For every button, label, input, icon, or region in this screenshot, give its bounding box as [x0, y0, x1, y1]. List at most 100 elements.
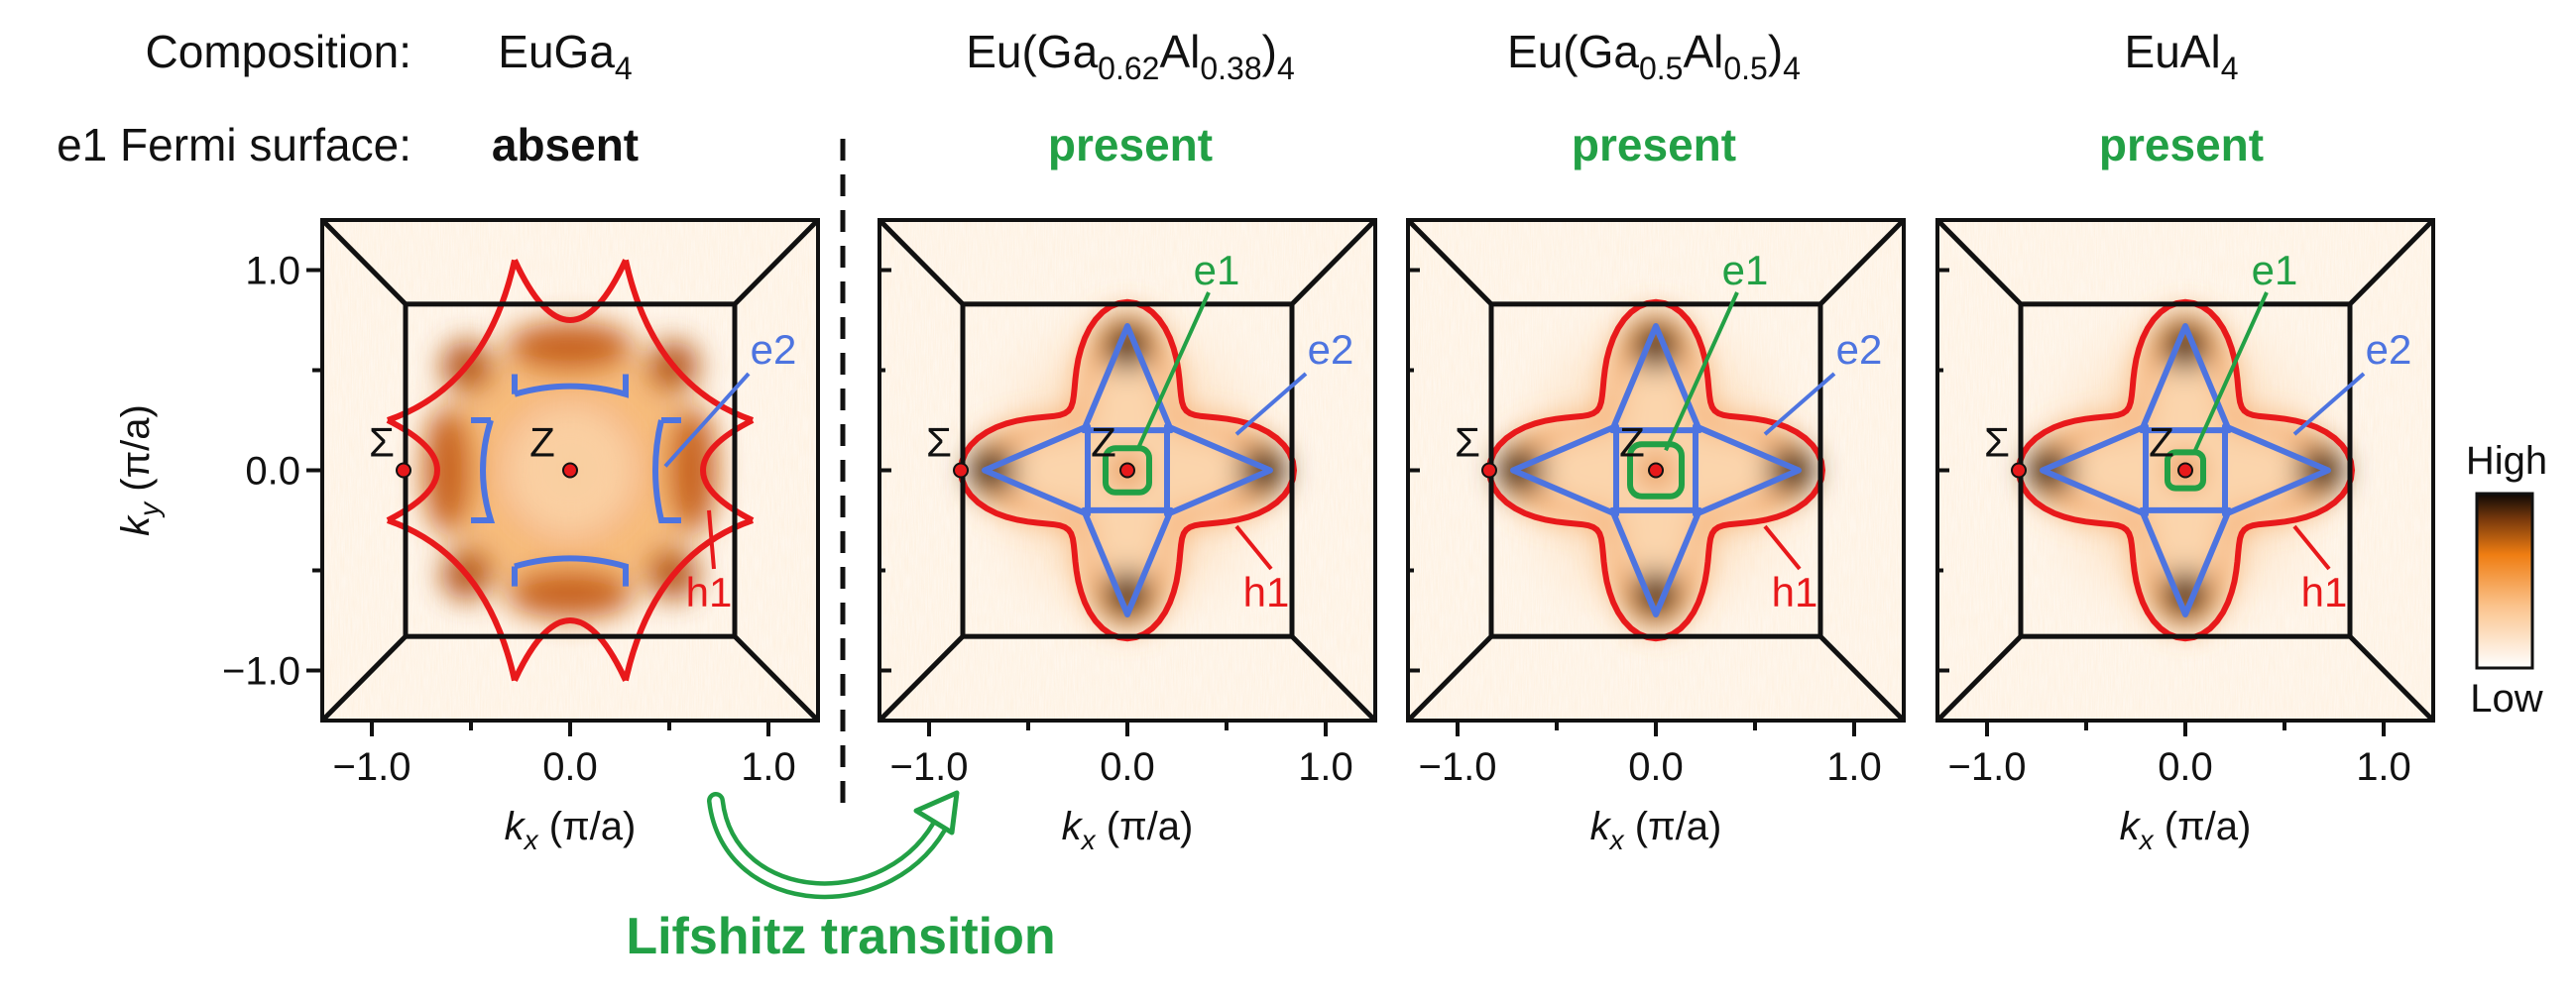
e2-contour: [2040, 323, 2331, 617]
composition-row-label: Composition:: [146, 26, 411, 77]
z-point: [1648, 462, 1664, 479]
sigma-label: Σ: [369, 419, 395, 466]
composition-formula-3: Eu(Ga0.5​Al0.5​)4​: [1507, 26, 1801, 86]
e2-label: e2: [1836, 326, 1883, 373]
x-tick-label: 0.0: [1100, 745, 1155, 789]
fermi-row-label: e1 Fermi surface:: [57, 119, 411, 170]
h1-contour: [386, 259, 755, 682]
lifshitz-arrowhead: [913, 790, 960, 836]
x-axis-label: kx (π/a): [2120, 805, 2252, 855]
x-axis-label: kx (π/a): [1590, 805, 1722, 855]
x-tick-label: 0.0: [542, 745, 598, 789]
composition-formula-1: EuGa4​: [498, 26, 632, 86]
ticks: [1937, 268, 2386, 736]
colorbar: High Low: [2466, 439, 2547, 721]
colorbar-high-label: High: [2466, 439, 2547, 483]
fermi-status-2: present: [1048, 119, 1213, 170]
panels: −1.0 0.0 1.0 kx (π/a) −1.0 0.0 1.0 ky (π/a) Σ Ze2…: [114, 218, 2435, 855]
e2-pocket: [982, 423, 1092, 517]
h1-leader: [707, 509, 716, 570]
lifshitz-arrow-shaft-inner: [711, 796, 949, 895]
formula-text: Eu(Ga: [966, 26, 1098, 77]
e2-pocket: [1081, 506, 1174, 617]
panel-headers: EuGa4​ absent Eu(Ga0.62​Al0.38​)4​ present E…: [492, 26, 2264, 170]
fermi-status-3: present: [1572, 119, 1736, 170]
formula-subscript: 0.5: [1639, 51, 1683, 86]
composition-formula-4: EuAl4​: [2125, 26, 2239, 86]
panel-2: −1.0 0.0 1.0 kx (π/a) Σ Ze2 h1 e1: [878, 218, 1377, 855]
e1-leader: [2193, 291, 2269, 452]
z-label: Z: [2149, 419, 2174, 466]
fermi-status-4: present: [2099, 119, 2264, 170]
x-tick-label: −1.0: [890, 745, 969, 789]
x-axis-label: kx (π/a): [505, 805, 637, 855]
z-label: Z: [1619, 419, 1645, 466]
e2-label: e2: [2366, 326, 2412, 373]
e2-pocket: [2139, 506, 2232, 617]
x-tick-label: 1.0: [741, 745, 796, 789]
x-tick-label: −1.0: [1948, 745, 2027, 789]
e1-contour: [2165, 449, 2206, 492]
ticks: [306, 268, 770, 736]
e2-pocket: [1510, 423, 1620, 517]
e2-pocket: [1163, 423, 1273, 517]
e2-label: e2: [1308, 326, 1354, 373]
e2-pocket: [1609, 506, 1702, 617]
x-tick-label: −1.0: [1419, 745, 1497, 789]
h1-label: h1: [1772, 569, 1818, 615]
formula-text: EuAl: [2125, 26, 2221, 77]
colorbar-gradient: [2475, 492, 2534, 670]
e2-contour: [1510, 323, 1802, 617]
e2-label: e2: [751, 326, 797, 373]
h1-label: h1: [686, 569, 733, 615]
e1-label: e1: [1194, 247, 1240, 293]
x-axis-label: kx (π/a): [1062, 805, 1194, 855]
formula-subscript: 4: [615, 51, 633, 86]
e1-leader: [1135, 291, 1211, 452]
formula-subscript: 0.62: [1098, 51, 1159, 86]
e1-contour: [1103, 445, 1152, 496]
e2-pocket: [1692, 423, 1802, 517]
e2-leader: [2292, 372, 2366, 436]
z-point: [1119, 462, 1135, 479]
e2-pocket: [1081, 323, 1174, 434]
y-axis-label: ky (π/a): [114, 404, 165, 536]
h1-leader: [1234, 524, 1273, 571]
sigma-point: [396, 462, 411, 479]
sigma-point: [953, 462, 969, 479]
formula-subscript: 4: [1783, 51, 1801, 86]
e1-label: e1: [2252, 247, 2298, 293]
z-label: Z: [529, 419, 555, 466]
e2-leader: [663, 372, 751, 468]
lifshitz-arrow-shaft: [707, 792, 953, 900]
panel-3: −1.0 0.0 1.0 kx (π/a) Σ Ze2 h1 e1: [1406, 218, 1906, 855]
z-point: [2177, 462, 2193, 479]
formula-text: EuGa: [498, 26, 615, 77]
e2-pocket: [2040, 423, 2150, 517]
x-tick-label: 0.0: [2158, 745, 2213, 789]
e2-pocket: [2139, 323, 2232, 434]
z-point: [562, 462, 578, 479]
sigma-label: Σ: [926, 419, 952, 466]
formula-text: Al: [1683, 26, 1723, 77]
formula-subscript: 0.38: [1200, 51, 1261, 86]
lifshitz-arrow: Lifshitz transition: [626, 790, 1056, 965]
formula-subscript: 4: [2221, 51, 2239, 86]
y-tick-label: 0.0: [245, 450, 300, 494]
sigma-point: [2011, 462, 2027, 479]
ticks: [1408, 268, 1856, 736]
formula-text: Eu(Ga: [1507, 26, 1639, 77]
brillouin-zone: [1408, 220, 1904, 721]
e1-contour: [1627, 441, 1685, 500]
h1-leader: [1763, 524, 1802, 571]
x-tick-label: 1.0: [2356, 745, 2411, 789]
lifshitz-transition-label: Lifshitz transition: [626, 908, 1055, 965]
x-tick-label: 1.0: [1298, 745, 1353, 789]
e2-pocket: [1609, 323, 1702, 434]
formula-text: ): [1768, 26, 1783, 77]
fermi-status-1: absent: [492, 119, 639, 170]
y-tick-label: 1.0: [245, 250, 300, 293]
z-label: Z: [1091, 419, 1116, 466]
sigma-point: [1481, 462, 1497, 479]
